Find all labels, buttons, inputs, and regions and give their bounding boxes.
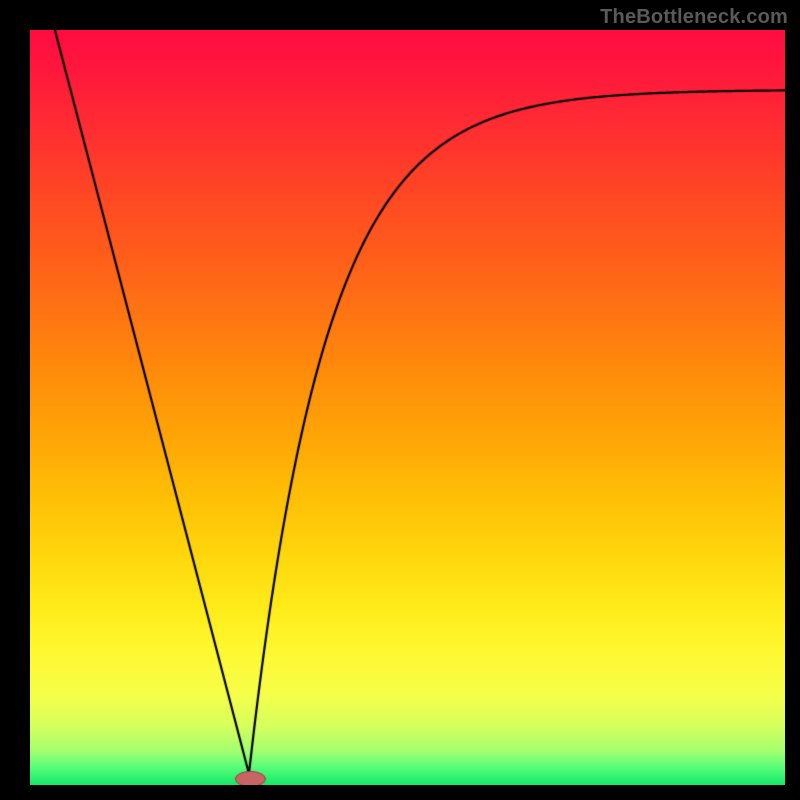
bottleneck-curve-chart <box>30 30 785 785</box>
watermark-text: TheBottleneck.com <box>600 6 788 29</box>
chart-container: TheBottleneck.com <box>0 0 800 800</box>
plot-area <box>30 30 785 785</box>
